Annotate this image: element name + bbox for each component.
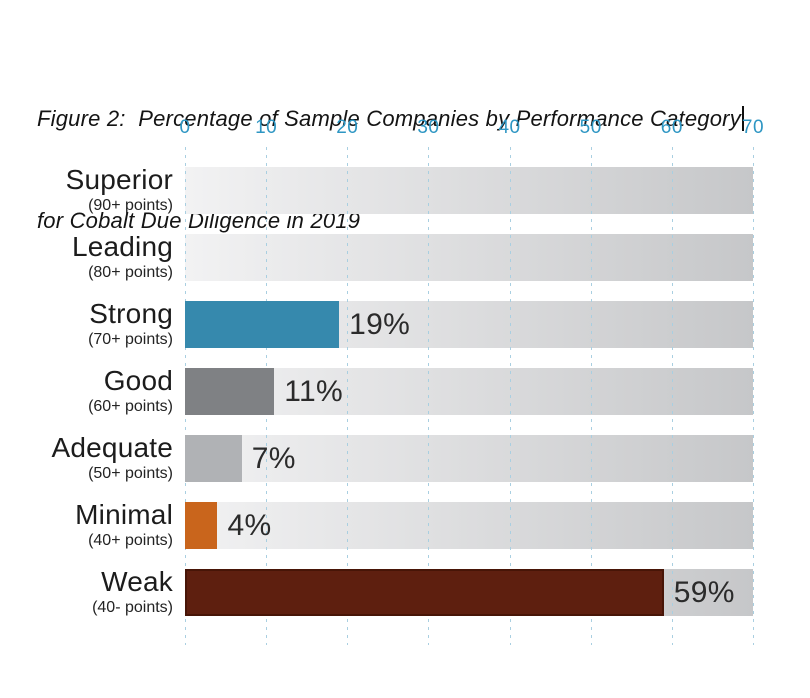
- figure-title: Figure 2: Percentage of Sample Companies…: [37, 34, 744, 306]
- bar-track: 4%: [185, 502, 753, 549]
- chart-row: Minimal (40+ points) 4%: [0, 500, 810, 550]
- category-name: Strong: [89, 298, 173, 329]
- category-name: Good: [103, 365, 173, 396]
- category-sublabel: (50+ points): [88, 465, 173, 482]
- chart-row: Adequate (50+ points) 7%: [0, 432, 810, 483]
- x-tick-label: 0: [179, 117, 191, 138]
- gridline: [509, 147, 511, 645]
- bar: [185, 502, 218, 549]
- value-label: 7%: [251, 441, 296, 475]
- category-label: Weak (40- points): [0, 567, 173, 617]
- value-label: 19%: [349, 307, 411, 341]
- x-axis: 0 10 20 30 40 50 60 70: [179, 117, 763, 141]
- bar-track: 19%: [185, 301, 753, 348]
- gridline: [428, 147, 430, 645]
- figure-title-line1: Figure 2: Percentage of Sample Companies…: [37, 102, 744, 136]
- category-label: Minimal (40+ points): [0, 500, 173, 550]
- category-name: Weak: [101, 566, 173, 597]
- x-tick-label: 60: [660, 117, 683, 138]
- category-sublabel: (70+ points): [88, 331, 173, 348]
- x-tick-label: 40: [498, 117, 521, 138]
- bar: [185, 301, 340, 348]
- chart-row: Leading (80+ points): [0, 232, 810, 282]
- value-label: 4%: [227, 508, 272, 542]
- category-label: Leading (80+ points): [0, 232, 173, 282]
- category-sublabel: (40- points): [92, 599, 173, 616]
- bar-track: [185, 234, 753, 281]
- chart-row: Weak (40- points) 59%: [0, 567, 810, 617]
- x-tick-label: 70: [741, 117, 765, 138]
- gridline: [347, 147, 349, 645]
- bar: [185, 435, 242, 482]
- bar-track: 11%: [185, 368, 753, 415]
- bar-track: [185, 167, 753, 214]
- category-label: Adequate (50+ points): [0, 432, 174, 483]
- category-name: Leading: [71, 231, 173, 262]
- category-label: Superior (90+ points): [0, 165, 173, 215]
- x-tick-label: 30: [417, 117, 440, 138]
- bar: [185, 368, 275, 415]
- gridline: [671, 147, 673, 645]
- category-label: Strong (70+ points): [0, 299, 173, 349]
- figure-title-text: Figure 2: Percentage of Sample Companies…: [37, 106, 741, 131]
- chart-row: Good (60+ points) 11%: [0, 366, 810, 416]
- category-name: Superior: [65, 164, 173, 195]
- category-sublabel: (40+ points): [88, 532, 173, 549]
- x-tick-label: 50: [579, 117, 602, 138]
- value-label: 59%: [673, 575, 735, 609]
- chart-row: Superior (90+ points): [0, 165, 810, 215]
- text-cursor: [741, 106, 744, 131]
- chart-row: Strong (70+ points) 19%: [0, 299, 810, 349]
- bar: [185, 569, 664, 616]
- category-name: Adequate: [51, 432, 173, 463]
- value-label: 11%: [284, 374, 343, 408]
- bar-track: 7%: [185, 435, 753, 482]
- category-label: Good (60+ points): [0, 366, 173, 416]
- category-name: Minimal: [75, 499, 173, 530]
- gridline: [590, 147, 592, 645]
- gridline: [753, 147, 754, 645]
- category-sublabel: (90+ points): [88, 197, 173, 214]
- category-sublabel: (80+ points): [88, 264, 173, 281]
- category-sublabel: (60+ points): [88, 398, 173, 415]
- x-tick-label: 10: [255, 117, 278, 138]
- bar-track: 59%: [185, 569, 753, 616]
- x-tick-label: 20: [336, 117, 359, 138]
